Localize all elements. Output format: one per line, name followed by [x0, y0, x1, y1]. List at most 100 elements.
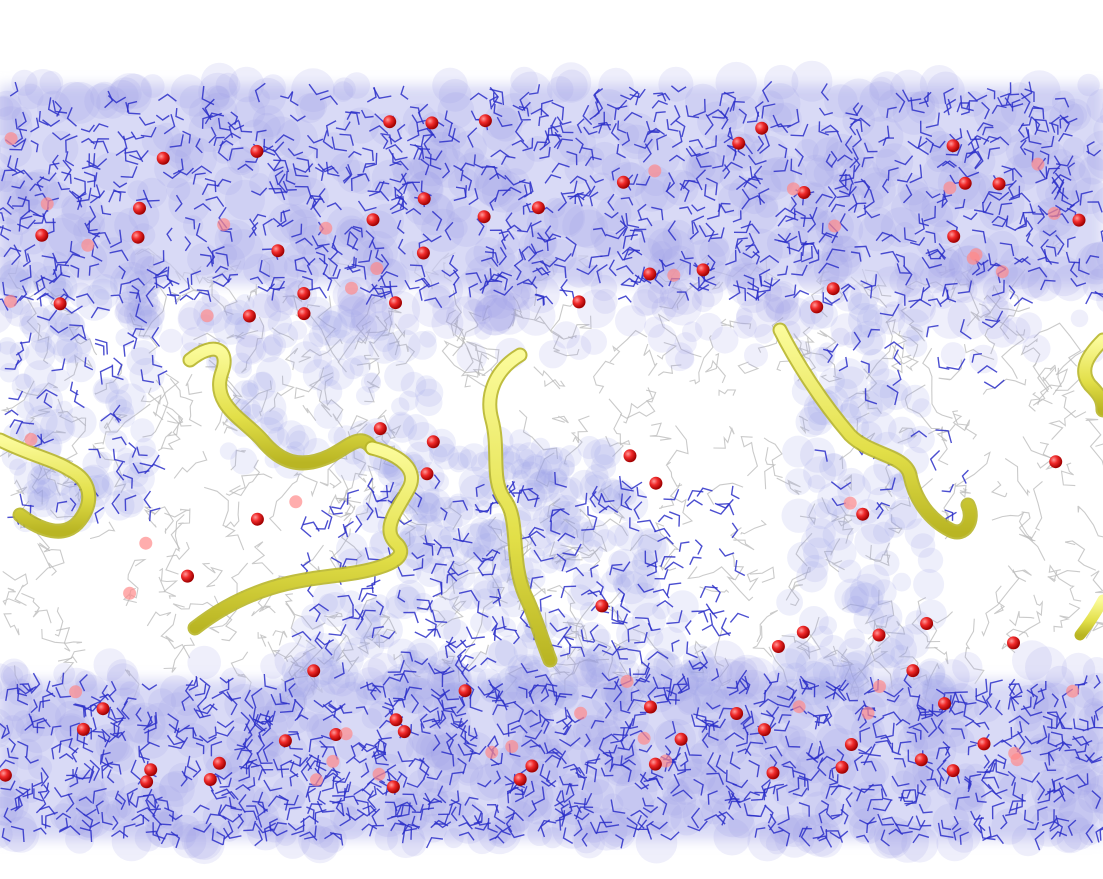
lipid-tail	[224, 501, 240, 528]
water-blob	[823, 140, 867, 184]
water-blob	[467, 824, 497, 855]
pore-water-blob	[594, 444, 616, 466]
lipid-tail	[829, 648, 855, 667]
water-blob	[903, 706, 947, 750]
water-blob	[178, 307, 201, 330]
water-blob	[960, 90, 986, 117]
water-blob	[420, 138, 447, 166]
lipid-tail	[890, 345, 913, 374]
lipid-tail	[776, 477, 802, 495]
lipid-tail	[453, 600, 467, 615]
lipid-tail	[460, 347, 493, 391]
oxygen-atom	[771, 640, 785, 653]
water-blob	[0, 246, 12, 283]
water-blob	[349, 313, 378, 342]
lipid-tail	[164, 508, 190, 518]
lipid-tail	[356, 354, 381, 370]
water-blob	[757, 90, 784, 117]
water-blob	[92, 288, 110, 306]
lipid-tail	[687, 566, 735, 580]
water-blob	[134, 291, 161, 317]
oxygen-atom	[786, 182, 800, 196]
water-blob	[1078, 155, 1103, 185]
oxygen-atom	[947, 229, 961, 243]
oxygen-atom	[667, 268, 681, 282]
water-blob	[739, 228, 783, 273]
water-blob	[188, 96, 221, 129]
water-blob	[1071, 177, 1103, 215]
water-blob	[296, 263, 319, 286]
pore-water-blob	[605, 564, 627, 586]
oxygen-atom	[595, 599, 609, 613]
oxygen-atom	[1047, 206, 1061, 220]
oxygen-atom	[513, 772, 527, 786]
pore-water-blob	[356, 386, 375, 406]
water-blob	[0, 152, 14, 192]
lipid-tail	[657, 554, 677, 571]
water-blob	[558, 124, 596, 163]
water-blob	[336, 734, 363, 761]
water-blob	[949, 786, 984, 820]
water-blob	[1085, 726, 1103, 752]
water-blob	[146, 785, 184, 822]
lipid-tail	[901, 343, 919, 372]
lipid-tail	[882, 315, 908, 360]
water-blob	[663, 287, 702, 326]
lipid-tail	[781, 635, 811, 660]
water-blob	[1086, 88, 1103, 124]
oxygen-atom	[416, 246, 430, 260]
water-blob	[432, 295, 462, 326]
water-blob	[633, 283, 665, 316]
water-blob	[862, 309, 880, 327]
water-blob	[733, 315, 757, 339]
water-blob	[619, 124, 654, 160]
lipid-tail	[720, 318, 735, 328]
water-blob	[665, 342, 695, 372]
lipid-tail	[201, 562, 223, 588]
water-blob	[170, 684, 203, 716]
water-blob	[906, 90, 940, 124]
water-blob	[299, 92, 327, 120]
water-blob	[738, 192, 779, 234]
lipid-tail	[452, 316, 465, 357]
water-blob	[1062, 817, 1096, 850]
water-blob	[973, 90, 1017, 134]
water-blob	[1075, 242, 1103, 285]
lipid-tail	[169, 378, 202, 427]
water-blob	[635, 821, 678, 864]
water-blob	[234, 316, 266, 348]
water-blob	[387, 820, 425, 859]
lipid-tail	[170, 508, 191, 550]
water-blob	[1015, 705, 1042, 732]
lipid-tail	[1001, 330, 1025, 380]
lipid-tail	[163, 637, 196, 673]
oxygen-atom	[505, 740, 519, 753]
oxygen-atom	[1031, 157, 1045, 171]
water-blob	[785, 776, 808, 799]
water-blob	[140, 255, 170, 286]
oxygen-atom	[200, 309, 214, 323]
water-blob	[1003, 154, 1041, 192]
water-blob	[927, 245, 960, 279]
water-blob	[24, 69, 62, 106]
lipid-tail	[820, 374, 843, 383]
water-blob	[770, 156, 807, 193]
lipid-tail	[1009, 610, 1035, 627]
water-blob	[684, 83, 721, 120]
water-blob	[860, 757, 890, 786]
lipid-tail	[379, 613, 397, 636]
water-blob	[173, 704, 217, 748]
water-blob	[640, 171, 680, 211]
water-blob	[443, 828, 464, 849]
water-blob	[262, 334, 284, 356]
water-blob	[869, 71, 906, 108]
oxygen-atom	[372, 767, 386, 781]
water-blob	[249, 87, 270, 109]
pore-water-blob	[591, 682, 626, 716]
lipid-tail	[737, 361, 760, 375]
water-blob	[115, 297, 142, 324]
lipid-tail	[518, 409, 559, 459]
pore-water-blob	[488, 639, 516, 667]
water-blob	[659, 279, 689, 309]
oxygen-atom	[572, 295, 586, 309]
